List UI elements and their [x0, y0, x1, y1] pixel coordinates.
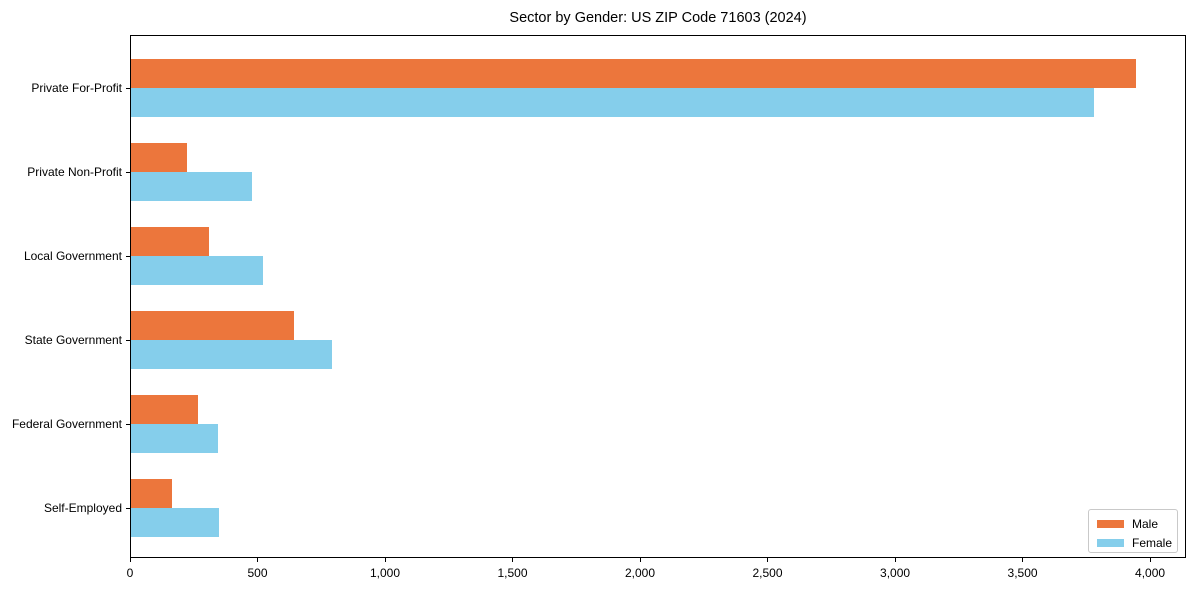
x-tick-mark [767, 558, 769, 562]
y-tick-mark [126, 507, 130, 509]
x-tick-label: 500 [247, 566, 268, 580]
x-tick-label: 2,000 [625, 566, 656, 580]
x-tick-mark [129, 558, 131, 562]
y-tick-label: Private For-Profit [31, 81, 122, 95]
y-tick-label: State Government [24, 333, 122, 347]
legend: Male Female [1088, 509, 1178, 553]
bar-female-private-non-profit [131, 172, 252, 201]
x-tick-mark [1022, 558, 1024, 562]
bar-male-local-government [131, 227, 210, 256]
bar-male-federal-government [131, 395, 199, 424]
bar-female-self-employed [131, 508, 219, 537]
plot-area [130, 35, 1186, 558]
x-tick-label: 2,500 [752, 566, 783, 580]
x-tick-label: 4,000 [1135, 566, 1166, 580]
x-tick-label: 3,500 [1007, 566, 1038, 580]
bar-male-state-government [131, 311, 294, 340]
x-tick-label: 3,000 [880, 566, 911, 580]
x-tick-label: 1,000 [369, 566, 401, 580]
x-tick-mark [384, 558, 386, 562]
legend-label-male: Male [1132, 517, 1159, 531]
legend-swatch-female-icon [1097, 539, 1124, 547]
y-tick-mark [126, 87, 130, 89]
x-tick-mark [1149, 558, 1151, 562]
x-tick-label: 0 [126, 566, 134, 580]
x-tick-mark [257, 558, 258, 562]
bar-female-state-government [131, 340, 332, 369]
x-tick-mark [639, 558, 641, 562]
bar-female-federal-government [131, 424, 218, 453]
y-tick-label: Federal Government [11, 417, 122, 431]
x-tick-mark [894, 558, 896, 562]
legend-entry-female: Female [1097, 535, 1173, 551]
x-tick-mark [512, 558, 514, 562]
bar-male-private-for-profit [131, 59, 1137, 88]
legend-swatch-male-icon [1097, 520, 1124, 528]
y-tick-mark [126, 423, 130, 425]
y-tick-mark [126, 255, 130, 257]
y-tick-label: Private Non-Profit [27, 165, 122, 179]
bar-male-private-non-profit [131, 143, 188, 172]
legend-label-female: Female [1132, 536, 1173, 550]
bar-female-local-government [131, 256, 264, 285]
bar-female-private-for-profit [131, 88, 1094, 117]
bar-male-self-employed [131, 479, 173, 508]
chart-title: Sector by Gender: US ZIP Code 71603 (202… [509, 10, 807, 26]
y-tick-mark [126, 171, 130, 173]
y-tick-mark [126, 339, 130, 341]
legend-entry-male: Male [1097, 516, 1169, 532]
y-tick-label: Self-Employed [43, 501, 122, 515]
x-tick-label: 1,500 [497, 566, 528, 580]
y-tick-label: Local Government [23, 249, 122, 263]
